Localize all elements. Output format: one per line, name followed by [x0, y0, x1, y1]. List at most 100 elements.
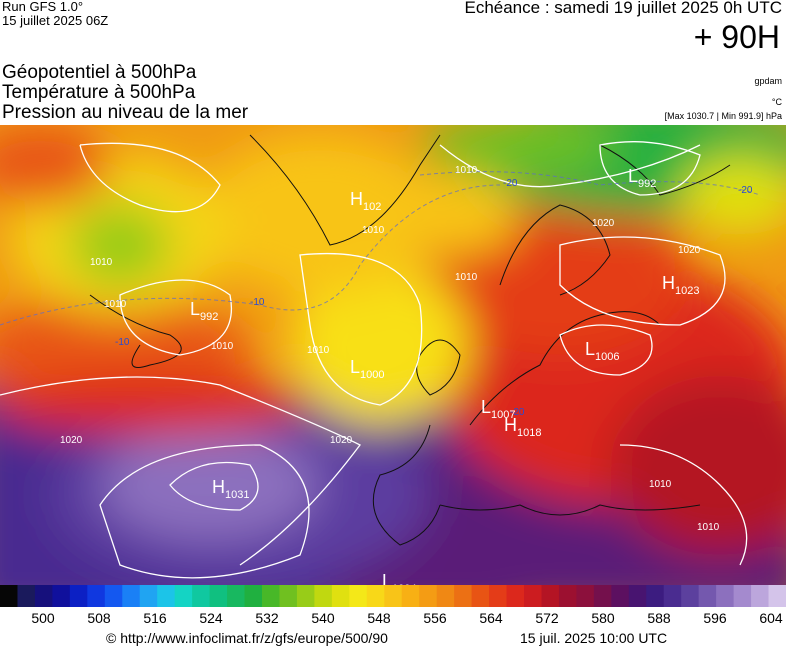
- colorbar-cell: [663, 585, 682, 607]
- run-date: 15 juillet 2025 06Z: [2, 13, 109, 28]
- pressure-center-low: L1000: [350, 357, 385, 381]
- source-url: © http://www.infoclimat.fr/z/gfs/europe/…: [106, 630, 388, 646]
- colorbar-cell: [558, 585, 577, 607]
- colorbar-tick-label: 500: [31, 610, 55, 626]
- isotherm-label: -20: [510, 407, 525, 418]
- colorbar-cell: [751, 585, 770, 607]
- isobar-label: 1010: [307, 345, 330, 356]
- colorbar-cell: [524, 585, 542, 607]
- colorbar-cell: [34, 585, 53, 607]
- temperature-labels: -20 -20 -10 -10 -20: [115, 178, 753, 418]
- isobar-label: 1020: [330, 435, 353, 446]
- colorbar-tick-label: 580: [591, 610, 615, 626]
- colorbar-cell: [314, 585, 333, 607]
- colorbar-cell: [454, 585, 473, 607]
- isobars: [0, 141, 748, 579]
- colorbar-tick-label: 596: [703, 610, 727, 626]
- colorbar-cell: [262, 585, 280, 607]
- run-info: Run GFS 1.0° 15 juillet 2025 06Z: [2, 0, 108, 28]
- geopotential-field: [0, 125, 786, 585]
- isobar-label: 1010: [455, 165, 478, 176]
- isotherm-label: -10: [115, 337, 130, 348]
- isobar-label: 1010: [649, 479, 672, 490]
- unit-pressure: [Max 1030.7 | Min 991.9] hPa: [664, 111, 782, 121]
- isotherm-label: -20: [738, 185, 753, 196]
- pressure-center-low: L1007: [481, 397, 516, 421]
- colorbar-cell: [139, 585, 158, 607]
- isobar-label: 1010: [211, 341, 234, 352]
- title-geopotential: Géopotentiel à 500hPa: [2, 62, 197, 83]
- colorbar-cell: [174, 585, 193, 607]
- colorbar-tick-label: 532: [255, 610, 279, 626]
- isobar-label: 1020: [592, 218, 615, 229]
- colorbar-tick-label: 524: [199, 610, 223, 626]
- coastlines: [89, 134, 731, 546]
- isotherm-label: -10: [250, 297, 265, 308]
- colorbar-cell: [157, 585, 176, 607]
- colorbar-cell: [489, 585, 508, 607]
- isotherm-label: -20: [503, 178, 518, 189]
- colorbar-tick-label: 508: [87, 610, 111, 626]
- colorbar-cell: [52, 585, 71, 607]
- colorbar-cell: [122, 585, 141, 607]
- colorbar-tick-label: 564: [479, 610, 503, 626]
- colorbar-cell: [227, 585, 246, 607]
- temperature-isotherms: [0, 171, 761, 326]
- pressure-center-high: H102: [350, 189, 381, 213]
- colorbar-cell: [244, 585, 263, 607]
- pressure-center-high: H1031: [212, 477, 249, 501]
- generation-time: 15 juil. 2025 10:00 UTC: [520, 630, 668, 646]
- colorbar-tick-label: 556: [423, 610, 447, 626]
- colorbar-cell: [366, 585, 385, 607]
- colorbar-cell: [681, 585, 700, 607]
- isobar-label: 1010: [697, 522, 720, 533]
- colorbar-cell: [471, 585, 490, 607]
- colorbar-cell: [576, 585, 595, 607]
- pressure-center-low: L1004: [382, 571, 417, 585]
- colorbar: [0, 585, 786, 607]
- pressure-center-low: L992: [190, 299, 218, 323]
- isobar-label: 1010: [90, 257, 113, 268]
- valid-time: Echéance : samedi 19 juillet 2025 0h UTC: [464, 0, 782, 17]
- title-temperature: Température à 500hPa: [2, 82, 196, 103]
- colorbar-cell: [0, 585, 18, 607]
- colorbar-tick-label: 548: [367, 610, 391, 626]
- isobar-label: 1010: [455, 272, 478, 283]
- model-name: Run GFS 1.0°: [2, 0, 84, 14]
- colorbar-cell: [401, 585, 420, 607]
- isobar-labels: 1010 1010 1010 1010 1010 1020 1020 1020 1020 1010…: [60, 165, 720, 533]
- colorbar-cell: [506, 585, 525, 607]
- colorbar-cell: [646, 585, 665, 607]
- colorbar-cell: [733, 585, 752, 607]
- colorbar-cell: [17, 585, 36, 607]
- colorbar-cell: [331, 585, 350, 607]
- colorbar-cell: [611, 585, 630, 607]
- colorbar-cell: [69, 585, 88, 607]
- pressure-center-high: H1018: [504, 415, 541, 439]
- colorbar-cell: [104, 585, 123, 607]
- colorbar-cell: [192, 585, 211, 607]
- title-pressure: Pression au niveau de la mer: [2, 102, 249, 123]
- pressure-center-low: L1006: [585, 339, 620, 363]
- pressure-center-low: L992: [628, 166, 656, 190]
- isobar-label: 1020: [678, 245, 701, 256]
- lead-time: + 90H: [693, 19, 780, 55]
- colorbar-tick-label: 540: [311, 610, 335, 626]
- colorbar-cell: [628, 585, 647, 607]
- colorbar-cell: [349, 585, 368, 607]
- colorbar-cell: [209, 585, 228, 607]
- colorbar-cell: [279, 585, 298, 607]
- colorbar-cell: [436, 585, 455, 607]
- colorbar-tick-label: 572: [535, 610, 559, 626]
- unit-temperature: °C: [771, 97, 782, 107]
- colorbar-cell: [593, 585, 612, 607]
- colorbar-cell: [768, 585, 786, 607]
- colorbar-cell: [541, 585, 560, 607]
- colorbar-tick-label: 604: [759, 610, 783, 626]
- isobar-label: 1020: [60, 435, 83, 446]
- colorbar-cell: [698, 585, 717, 607]
- pressure-center-high: H1023: [662, 273, 699, 297]
- colorbar-cell: [384, 585, 403, 607]
